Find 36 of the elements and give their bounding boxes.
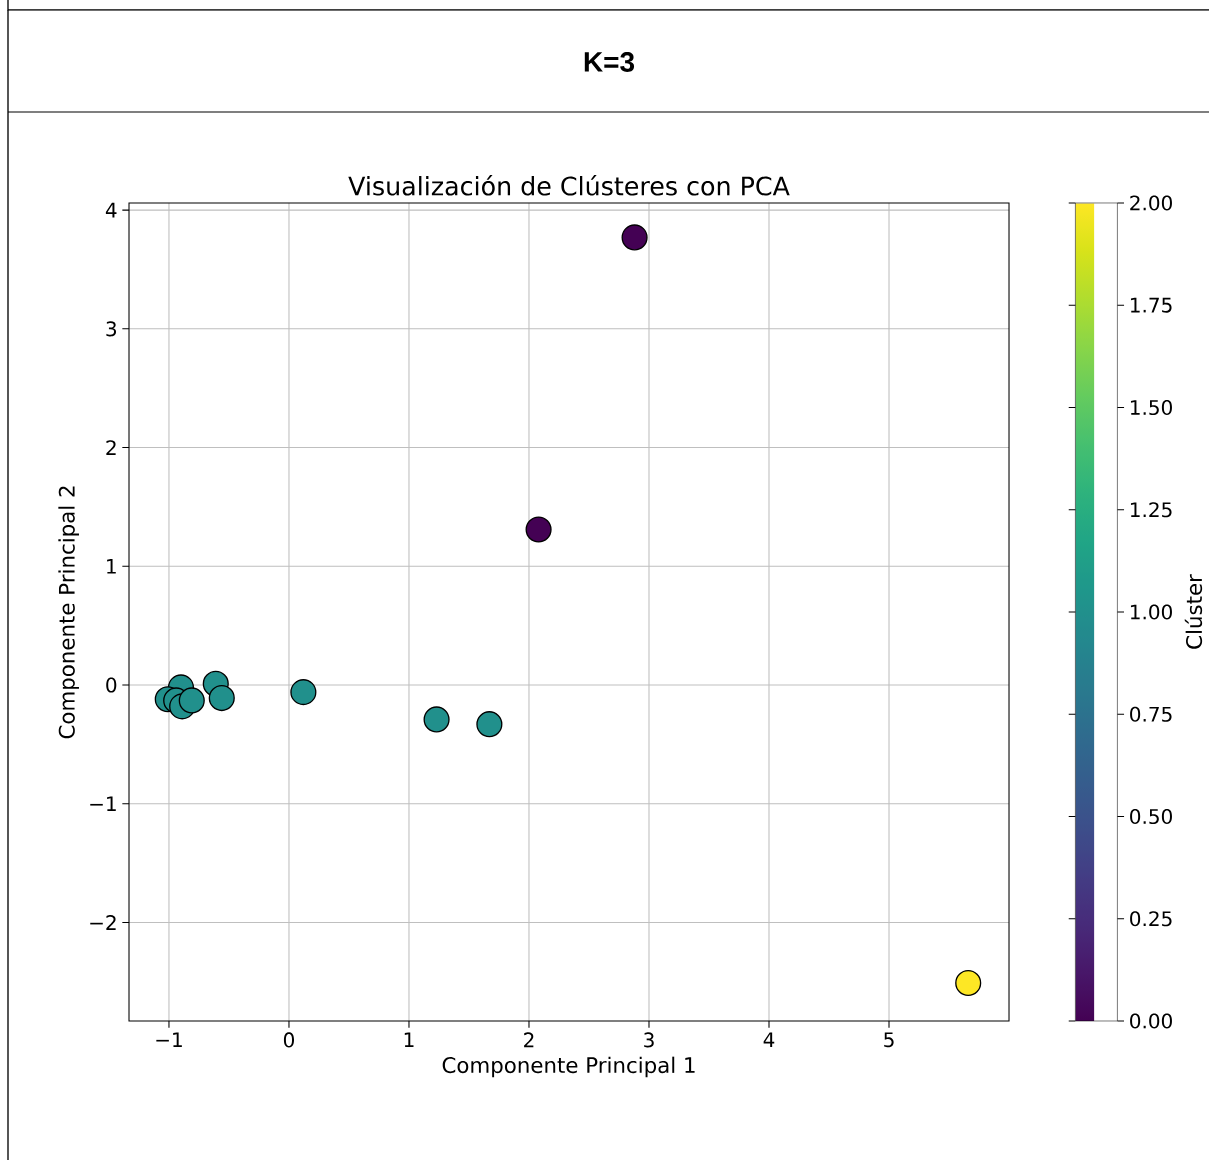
color-bar-label: 0.00 — [1130, 1013, 1172, 1029]
point — [290, 679, 317, 706]
point — [525, 516, 552, 543]
point — [178, 687, 205, 714]
color-bar-label: 0.75 — [1130, 706, 1172, 722]
color-bar-label: 1.00 — [1130, 604, 1172, 620]
point — [955, 969, 982, 997]
point — [208, 685, 235, 712]
color-bar-label: 2.00 — [1130, 195, 1172, 211]
x-tick-label: 3 — [644, 1032, 654, 1048]
color-bar-label: 1.75 — [1130, 297, 1172, 313]
x-tick-label: −1 — [156, 1032, 182, 1047]
x-tick-label: 2 — [524, 1032, 534, 1048]
chart-subtitle: Visualización de Clústeres con PCA — [348, 174, 790, 196]
y-tick-label: 0 — [106, 677, 117, 693]
x-tick-label: 4 — [763, 1032, 775, 1047]
y-tick-label: 3 — [106, 321, 117, 337]
y-tick-label: −2 — [90, 915, 116, 930]
y-axis-title: Componente Principal 2 — [58, 486, 79, 739]
point — [621, 224, 648, 251]
color-bar-label: 0.50 — [1130, 808, 1172, 825]
y-tick-label: −1 — [90, 796, 116, 812]
y-tick-label: 2 — [106, 440, 116, 455]
chart-title: K=3 — [584, 52, 635, 72]
color-bar-title: Clúster — [1184, 574, 1203, 649]
x-tick-label: 5 — [884, 1032, 894, 1048]
color-bar-label: 1.50 — [1130, 399, 1172, 416]
x-tick-label: 0 — [283, 1032, 295, 1048]
x-axis-title: Componente Principal 1 — [442, 1056, 695, 1078]
color-bar-label: 1.25 — [1130, 502, 1172, 518]
point — [423, 706, 450, 733]
y-tick-label: 4 — [105, 202, 117, 218]
color-bar-label: 0.25 — [1130, 911, 1172, 927]
point — [476, 711, 503, 738]
x-tick-label: 1 — [404, 1032, 414, 1047]
y-tick-label: 1 — [107, 559, 116, 574]
